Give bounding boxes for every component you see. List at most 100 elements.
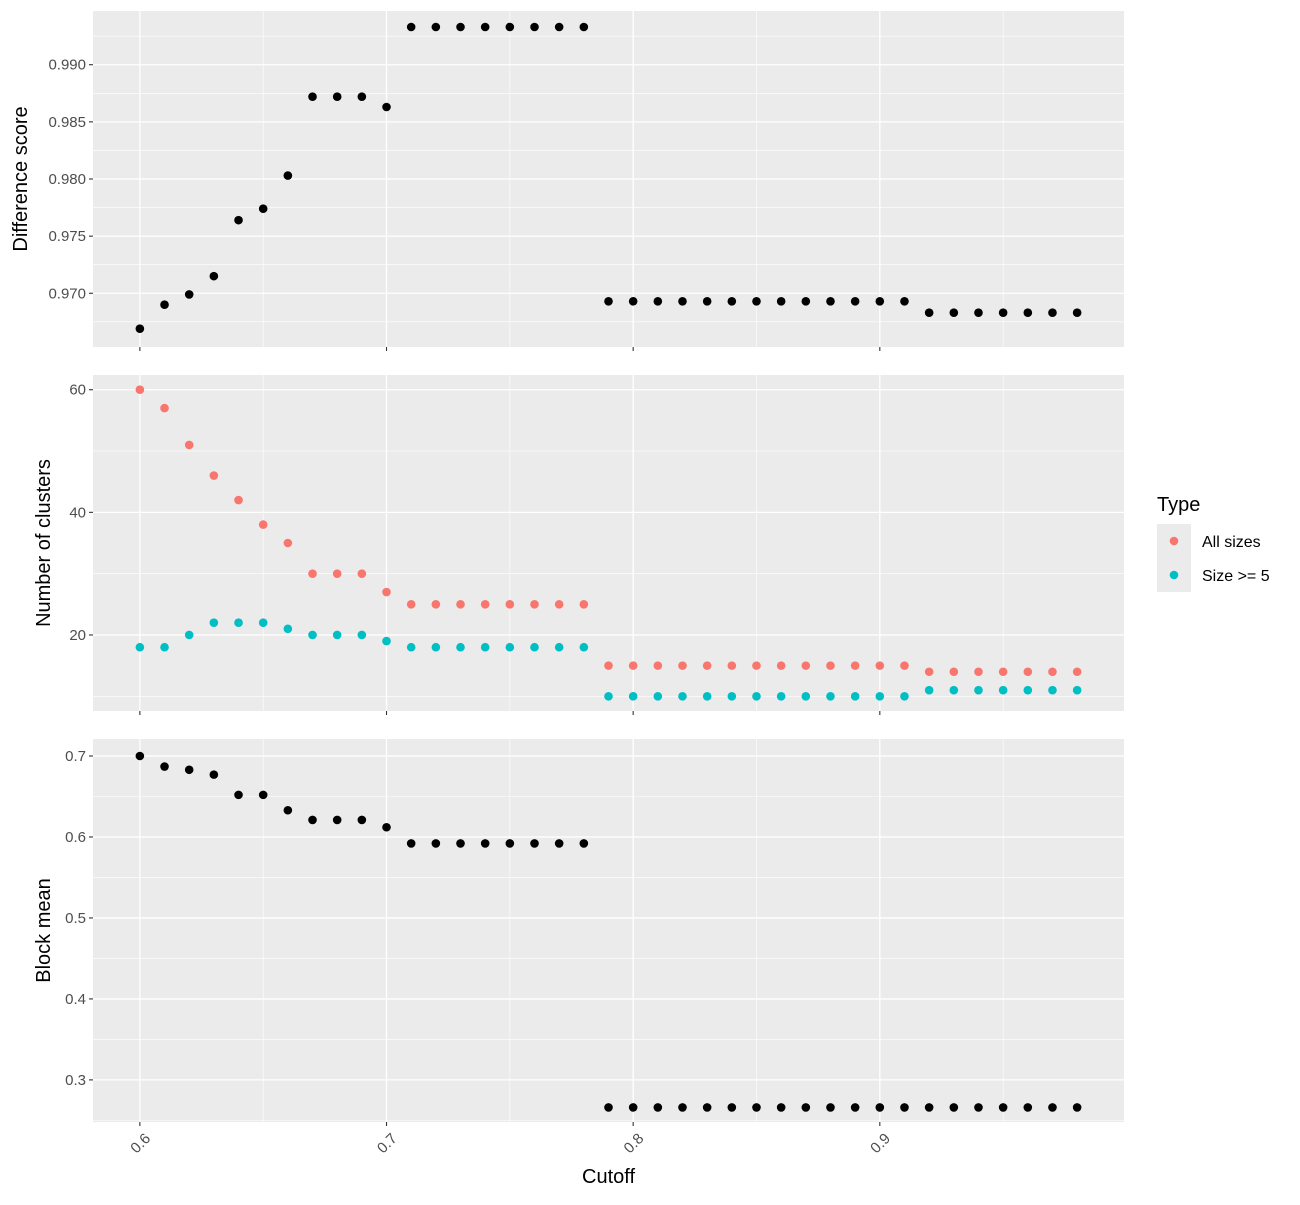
point-clusters-size-5 — [998, 685, 1008, 695]
point-blockmean-series-0 — [752, 1103, 761, 1112]
y-tick-label-difference: 0.980 — [48, 171, 86, 188]
point-clusters-all-sizes — [135, 385, 145, 395]
point-clusters-all-sizes — [406, 600, 416, 609]
point-blockmean-series-0 — [604, 1103, 613, 1112]
point-difference-series-0 — [653, 296, 663, 306]
x-tick-label: 0.6 — [127, 1130, 154, 1157]
point-blockmean-series-0 — [505, 839, 515, 848]
point-clusters-all-sizes — [653, 661, 663, 670]
point-clusters-size-5 — [579, 642, 589, 652]
point-clusters-size-5 — [456, 642, 465, 652]
point-clusters-size-5 — [1048, 685, 1057, 695]
point-clusters-size-5 — [184, 630, 194, 640]
point-clusters-all-sizes — [801, 661, 811, 670]
point-difference-series-0 — [1072, 308, 1082, 318]
point-difference-series-0 — [234, 215, 243, 225]
point-clusters-all-sizes — [1072, 667, 1082, 677]
point-difference-series-0 — [949, 308, 959, 318]
point-blockmean-series-0 — [900, 1103, 909, 1112]
point-blockmean-series-0 — [1048, 1103, 1057, 1112]
y-tick-label-blockmean: 0.3 — [65, 1072, 86, 1089]
point-clusters-size-5 — [801, 691, 811, 701]
point-clusters-all-sizes — [431, 600, 441, 609]
point-clusters-all-sizes — [505, 600, 515, 609]
point-difference-series-0 — [974, 308, 983, 318]
point-clusters-all-sizes — [752, 661, 761, 670]
point-clusters-size-5 — [974, 685, 983, 695]
point-blockmean-series-0 — [998, 1103, 1008, 1112]
point-difference-series-0 — [924, 308, 934, 318]
legend-key-all-sizes — [1169, 536, 1179, 546]
point-clusters-size-5 — [431, 642, 441, 652]
point-clusters-size-5 — [604, 691, 613, 701]
point-clusters-size-5 — [900, 691, 909, 701]
point-blockmean-series-0 — [579, 839, 589, 848]
point-blockmean-series-0 — [357, 815, 367, 825]
point-difference-series-0 — [702, 296, 712, 306]
y-tick-label-difference: 0.975 — [48, 228, 86, 245]
point-clusters-all-sizes — [949, 667, 959, 677]
point-difference-series-0 — [678, 296, 687, 306]
point-clusters-size-5 — [480, 642, 490, 652]
point-difference-series-0 — [530, 22, 539, 32]
point-clusters-size-5 — [875, 691, 885, 701]
y-axis-title-clusters: Number of clusters — [33, 459, 55, 627]
point-blockmean-series-0 — [1023, 1103, 1033, 1112]
panel-background-clusters — [93, 375, 1124, 711]
point-clusters-size-5 — [258, 618, 268, 628]
point-clusters-size-5 — [530, 642, 539, 652]
point-difference-series-0 — [308, 92, 317, 102]
point-clusters-all-sizes — [160, 403, 169, 413]
point-clusters-size-5 — [826, 691, 835, 701]
point-difference-series-0 — [554, 22, 564, 32]
point-clusters-all-sizes — [702, 661, 712, 670]
point-clusters-size-5 — [628, 691, 638, 701]
point-blockmean-series-0 — [776, 1103, 786, 1112]
point-clusters-size-5 — [949, 685, 959, 695]
point-difference-series-0 — [850, 296, 860, 306]
point-blockmean-series-0 — [801, 1103, 811, 1112]
point-difference-series-0 — [406, 22, 416, 32]
point-difference-series-0 — [776, 296, 786, 306]
point-difference-series-0 — [505, 22, 515, 32]
point-blockmean-series-0 — [530, 839, 539, 848]
point-clusters-all-sizes — [1048, 667, 1057, 677]
point-clusters-all-sizes — [308, 569, 317, 578]
point-difference-series-0 — [456, 22, 465, 32]
point-clusters-all-sizes — [850, 661, 860, 670]
y-tick-label-clusters: 20 — [69, 627, 86, 644]
point-clusters-all-sizes — [480, 600, 490, 609]
point-clusters-all-sizes — [628, 661, 638, 670]
point-clusters-all-sizes — [998, 667, 1008, 677]
point-clusters-all-sizes — [456, 600, 465, 609]
point-clusters-all-sizes — [974, 667, 983, 677]
point-difference-series-0 — [480, 22, 490, 32]
point-clusters-size-5 — [653, 691, 663, 701]
point-blockmean-series-0 — [924, 1103, 934, 1112]
point-blockmean-series-0 — [332, 815, 342, 825]
point-clusters-all-sizes — [283, 538, 293, 548]
point-difference-series-0 — [258, 204, 268, 214]
point-difference-series-0 — [332, 92, 342, 102]
point-clusters-size-5 — [209, 618, 219, 628]
y-tick-label-blockmean: 0.7 — [65, 748, 86, 765]
y-axis-title-difference: Difference score — [10, 106, 32, 251]
point-clusters-size-5 — [727, 691, 737, 701]
y-tick-label-difference: 0.985 — [48, 114, 86, 131]
y-axis-title-blockmean: Block mean — [33, 878, 55, 983]
point-blockmean-series-0 — [308, 815, 317, 825]
point-clusters-size-5 — [283, 624, 293, 634]
point-blockmean-series-0 — [949, 1103, 959, 1112]
point-clusters-all-sizes — [382, 587, 391, 597]
point-blockmean-series-0 — [135, 751, 145, 761]
point-difference-series-0 — [752, 296, 761, 306]
x-tick-label: 0.9 — [867, 1130, 894, 1157]
point-clusters-all-sizes — [579, 600, 589, 609]
point-difference-series-0 — [1048, 308, 1057, 318]
point-clusters-size-5 — [702, 691, 712, 701]
point-difference-series-0 — [826, 296, 835, 306]
point-clusters-all-sizes — [234, 495, 243, 505]
point-difference-series-0 — [209, 271, 219, 281]
